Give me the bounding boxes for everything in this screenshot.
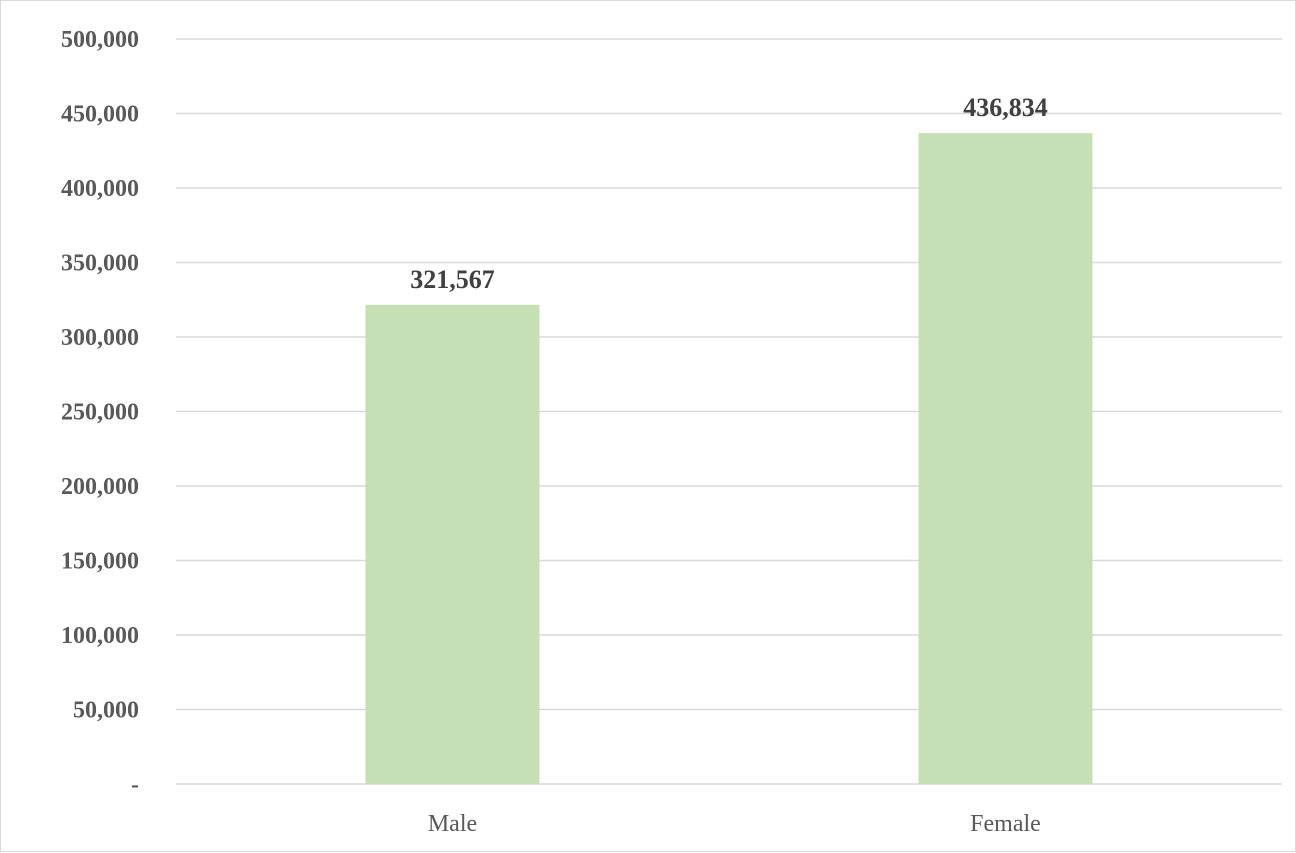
y-tick-label: 300,000 xyxy=(61,325,139,351)
y-tick-label: 450,000 xyxy=(61,102,139,128)
data-label-female: 436,834 xyxy=(963,93,1048,122)
y-tick-label: 400,000 xyxy=(61,176,139,202)
bars xyxy=(365,133,1093,785)
y-tick-label: 350,000 xyxy=(61,251,139,277)
y-tick-label: 250,000 xyxy=(61,400,139,426)
data-label-male: 321,567 xyxy=(410,265,495,294)
category-label-female: Female xyxy=(970,811,1041,837)
y-tick-label: - xyxy=(131,772,139,798)
y-axis-tick-labels: - 50,000 100,000 150,000 200,000 250,000 300,0… xyxy=(61,27,139,798)
data-labels: 321,567 436,834 xyxy=(410,93,1048,294)
y-tick-label: 100,000 xyxy=(61,623,139,649)
gridlines xyxy=(176,38,1282,785)
y-tick-label: 150,000 xyxy=(61,549,139,575)
bar-male xyxy=(365,304,540,784)
bar-female xyxy=(918,133,1093,785)
category-label-male: Male xyxy=(428,811,477,837)
y-tick-label: 50,000 xyxy=(73,698,139,724)
y-tick-label: 500,000 xyxy=(61,27,139,53)
x-axis-category-labels: Male Female xyxy=(428,811,1041,837)
y-tick-label: 200,000 xyxy=(61,474,139,500)
